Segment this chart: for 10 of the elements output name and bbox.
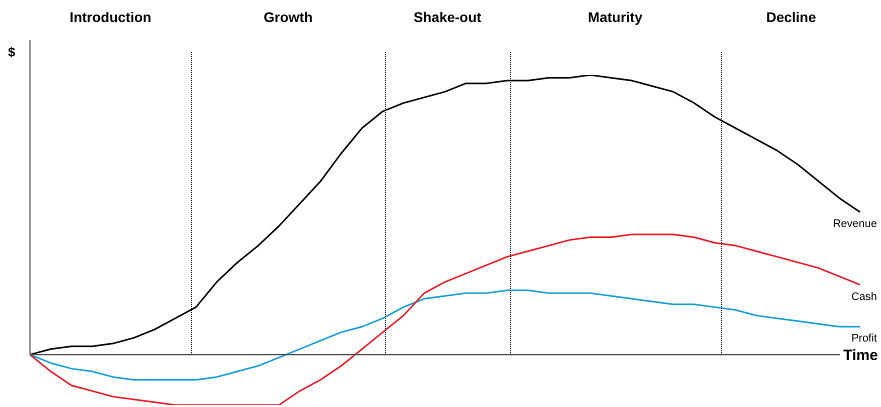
- series-label: Cash: [851, 290, 877, 303]
- text: Maturity: [588, 8, 643, 25]
- series-label: Revenue: [832, 218, 877, 230]
- text: Shake-out: [414, 8, 482, 25]
- text: Decline: [766, 8, 816, 25]
- x-axis-title: Time: [843, 346, 878, 364]
- series-label: Profit: [851, 332, 877, 345]
- text: Introduction: [70, 8, 152, 25]
- y-axis-title: $: [8, 44, 16, 60]
- text: Growth: [264, 8, 313, 25]
